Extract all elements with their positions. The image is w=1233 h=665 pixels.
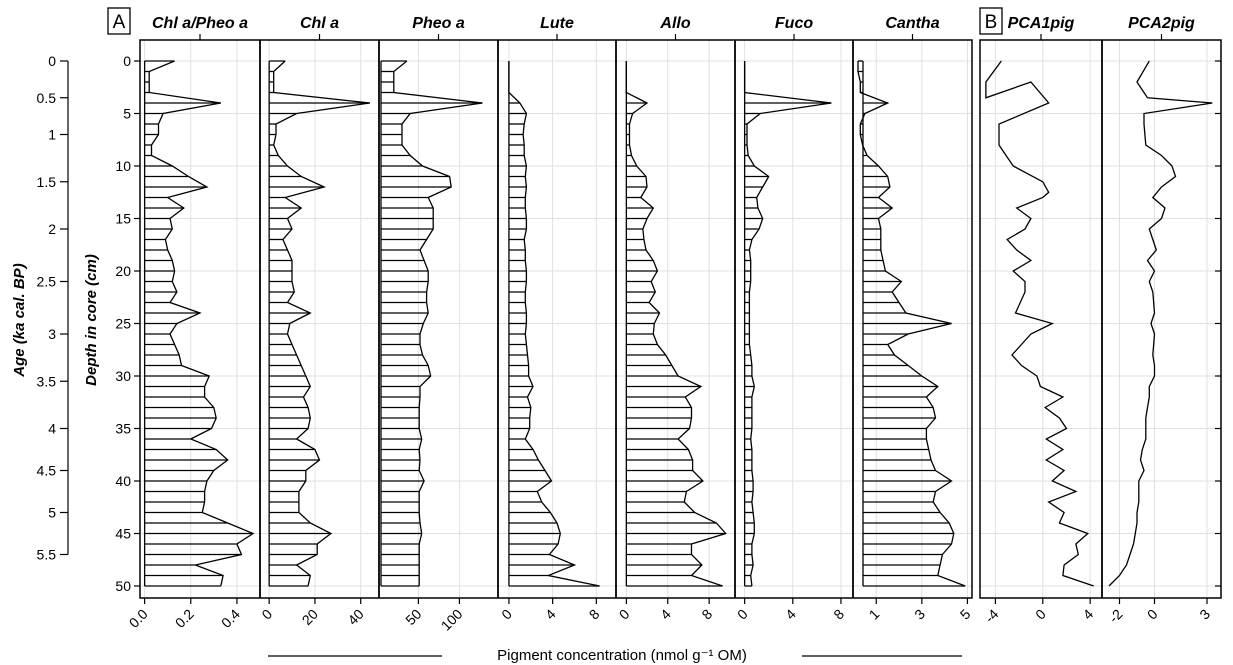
x-tick-label: 0 [498, 606, 515, 623]
panel-lute: Lute 0 4 8 [498, 15, 602, 623]
panel-cantha: Cantha 1 3 5 [857, 15, 974, 623]
age-tick-label: 1 [48, 127, 56, 143]
x-tick-label: -4 [981, 606, 1001, 626]
series-line [1108, 60, 1213, 587]
depth-tick-label: 0 [123, 53, 131, 69]
x-tick-label: 50 [402, 606, 424, 628]
x-tick-label: 0.4 [218, 606, 243, 631]
x-tick-label: 0.0 [126, 606, 151, 631]
x-tick-label: 0 [734, 606, 751, 623]
x-tick-label: 1 [866, 606, 883, 623]
x-tick-label: 3 [911, 606, 928, 623]
x-tick-label: 4 [542, 606, 559, 623]
panel-title: Allo [659, 15, 690, 32]
depth-tick-label: 5 [123, 106, 131, 122]
x-tick-label: 4 [1079, 606, 1096, 623]
x-tick-label: 0 [1144, 606, 1161, 623]
age-tick-label: 3.5 [37, 373, 57, 389]
series-line [985, 60, 1094, 587]
x-tick-label: 5 [957, 606, 974, 623]
panel-chl-a: Chl a 0 20 40 [258, 15, 370, 628]
series-outline [148, 60, 255, 587]
x-tick-label: 0.2 [172, 606, 197, 631]
depth-tick-label: 35 [115, 421, 131, 437]
x-axis-title: Pigment concentration (nmol g⁻¹ OM) [497, 647, 747, 664]
x-tick-label: 3 [1196, 606, 1213, 623]
panel-a-frame [139, 39, 973, 599]
panel-pca1pig: PCA1pig -4 0 4 [981, 15, 1096, 626]
age-tick-label: 2 [48, 221, 56, 237]
panel-allo: Allo 0 4 8 [616, 15, 727, 623]
panel-title: Cantha [885, 15, 939, 32]
x-tick-label: 0 [1032, 606, 1049, 623]
age-tick-label: 4 [48, 421, 56, 437]
panel-title: PCA2pig [1128, 15, 1195, 32]
depth-axis: 0 5 10 15 20 25 30 35 40 45 50 [115, 53, 140, 594]
series-outline [393, 60, 483, 586]
age-axis-title: Age (ka cal. BP) [11, 263, 28, 377]
series-outline [625, 61, 727, 587]
depth-tick-label: 10 [115, 158, 131, 174]
depth-tick-label: 45 [115, 526, 131, 542]
depth-axis-title: Depth in core (cm) [83, 254, 100, 386]
x-tick-label: 4 [782, 606, 799, 623]
age-tick-label: 5 [48, 505, 56, 521]
x-tick-label: 8 [698, 606, 715, 623]
panel-title: Chl a/Pheo a [152, 15, 248, 32]
depth-tick-label: 20 [115, 263, 131, 279]
x-tick-label: 0 [258, 606, 275, 623]
age-tick-label: 2.5 [37, 274, 57, 290]
panel-letter: B [985, 12, 998, 33]
panel-letter: A [113, 12, 126, 33]
panel-title: Lute [540, 15, 574, 32]
age-tick-label: 0.5 [37, 90, 57, 106]
x-tick-label: 8 [586, 606, 603, 623]
x-tick-label: -2 [1106, 606, 1126, 626]
age-axis: 0 0.5 1 1.5 2 2.5 3 3.5 4 4.5 5 5.5 [37, 53, 69, 563]
age-tick-label: 0 [48, 53, 56, 69]
x-tick-label: 4 [657, 606, 674, 623]
panel-title: Fuco [775, 15, 813, 32]
series-outline [743, 61, 832, 587]
panel-letter-box [979, 7, 1003, 35]
x-tick-label: 20 [299, 606, 321, 628]
panel-title: PCA1pig [1008, 15, 1075, 32]
x-tick-label: 100 [438, 606, 466, 634]
panel-b-frame [979, 39, 1222, 599]
depth-tick-label: 40 [115, 473, 131, 489]
age-tick-label: 1.5 [37, 174, 57, 190]
panel-letter-a: A [107, 7, 131, 35]
panel-pheo-a: Pheo a 50 100 [380, 15, 483, 634]
age-tick-label: 4.5 [37, 463, 57, 479]
x-tick-label: 40 [344, 606, 366, 628]
depth-tick-label: 15 [115, 211, 131, 227]
depth-tick-label: 50 [115, 578, 131, 594]
series-outline [857, 61, 966, 587]
depth-tick-label: 25 [115, 316, 131, 332]
series-outline [508, 61, 600, 587]
panel-fuco: Fuco 0 4 8 [734, 15, 847, 623]
panel-letter-b: B [979, 7, 1003, 35]
depth-tick-label: 30 [115, 368, 131, 384]
series-outline [273, 60, 370, 587]
panel-letter-box [107, 7, 131, 35]
age-tick-label: 5.5 [37, 547, 57, 563]
panel-title: Pheo a [412, 15, 465, 32]
gridlines [140, 60, 1221, 587]
panel-title: Chl a [300, 15, 339, 32]
x-tick-label: 0 [616, 606, 633, 623]
panel-pca2pig: PCA2pig -2 0 3 [1106, 15, 1214, 626]
age-tick-label: 3 [48, 326, 56, 342]
x-tick-label: 8 [830, 606, 847, 623]
panel-chl-a-pheo-a: Chl a/Pheo a 0.0 0.2 0.4 [126, 15, 255, 631]
